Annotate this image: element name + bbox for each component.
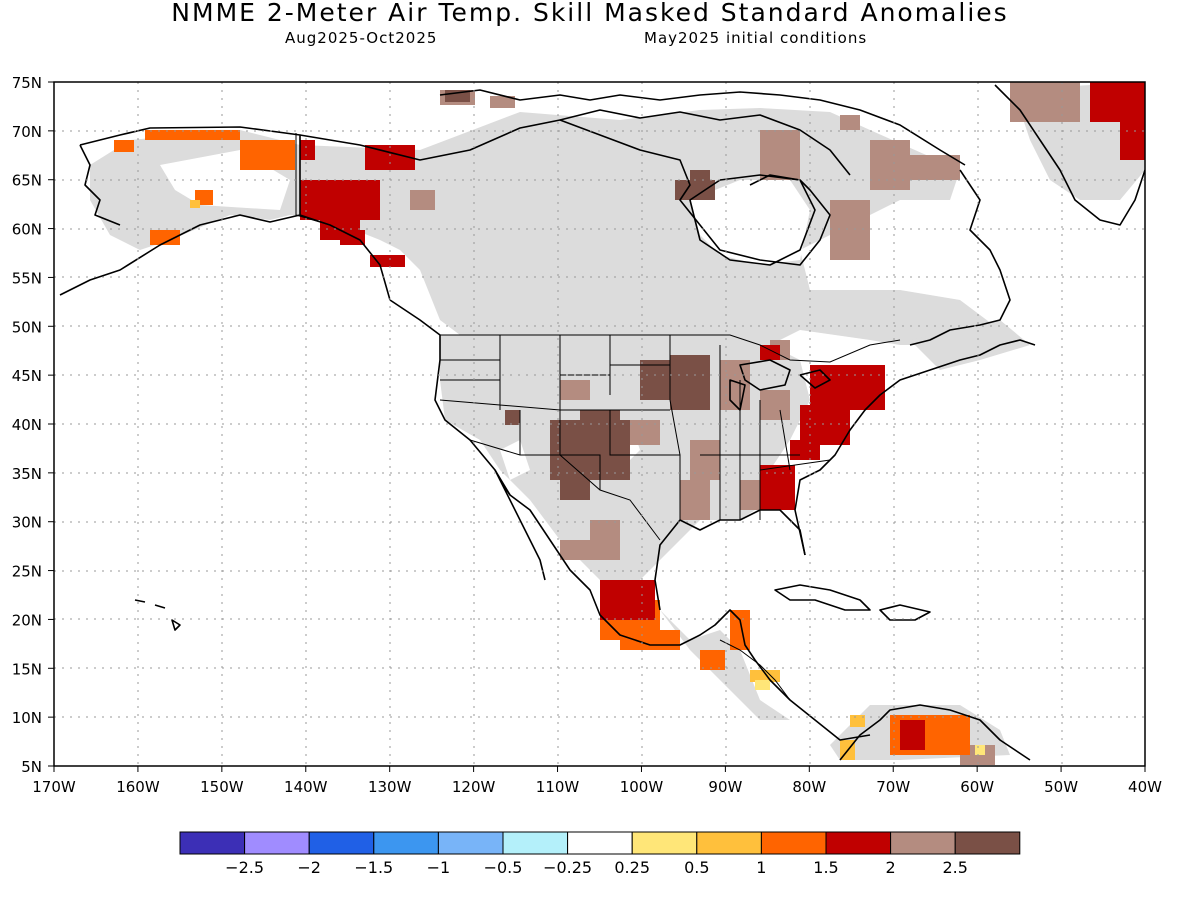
legend-label: −0.5	[484, 858, 523, 877]
lat-tick-label: 60N	[12, 221, 42, 239]
lon-tick-label: 150W	[200, 778, 244, 796]
grid-lines	[54, 82, 1145, 766]
baja	[494, 469, 546, 581]
gulf-coast	[654, 509, 806, 611]
legend-label: −1.5	[354, 858, 393, 877]
lat-tick-label: 35N	[12, 465, 42, 483]
legend-label: −0.25	[543, 858, 592, 877]
south-america	[839, 704, 1031, 761]
hawaii-islands	[134, 599, 181, 631]
hudson-bay	[689, 174, 816, 266]
lat-tick-label: 45N	[12, 367, 42, 385]
us-states	[439, 335, 831, 520]
legend-swatch	[437, 831, 504, 855]
hispaniola	[879, 604, 931, 621]
lat-tick-label: 20N	[12, 611, 42, 629]
political-boundaries	[295, 133, 901, 701]
legend-label: −2.5	[225, 858, 264, 877]
lon-tick-label: 60W	[960, 778, 994, 796]
forecast-period: Aug2025-Oct2025	[285, 29, 438, 47]
color-legend	[179, 831, 1021, 855]
lat-tick-label: 70N	[12, 123, 42, 141]
west-coast	[389, 299, 871, 741]
legend-label: 2	[886, 858, 896, 877]
brown-shading	[445, 90, 715, 500]
legend-label: 2.5	[942, 858, 967, 877]
legend-swatch	[760, 831, 827, 855]
lon-tick-label: 170W	[32, 778, 76, 796]
longitude-axis: 170W 160W 150W 140W 130W 120W 110W 100W 90W 80W 70…	[32, 766, 1162, 796]
legend-swatch	[631, 831, 698, 855]
greenland-coast	[994, 84, 1145, 226]
legend-label: −2	[297, 858, 321, 877]
lat-tick-label: 10N	[12, 709, 42, 727]
lat-tick-label: 25N	[12, 563, 42, 581]
lon-tick-label: 90W	[708, 778, 742, 796]
initial-conditions: May2025 initial conditions	[644, 29, 868, 47]
lon-tick-label: 100W	[620, 778, 664, 796]
legend-swatch	[502, 831, 569, 855]
legend-label: 1.5	[813, 858, 838, 877]
lat-tick-label: 15N	[12, 660, 42, 678]
arctic-islands	[439, 89, 966, 176]
legend-label: 0.5	[684, 858, 709, 877]
legend-swatch	[696, 831, 762, 855]
legend-label: −1	[427, 858, 451, 877]
alaska-canada-border	[295, 133, 361, 241]
coastlines	[59, 84, 1145, 761]
legend-label: 1	[756, 858, 766, 877]
legend-swatch	[825, 831, 892, 855]
lat-tick-label: 5N	[21, 758, 42, 776]
lon-tick-label: 160W	[116, 778, 160, 796]
labrador-coast	[909, 169, 1011, 346]
legend-swatch	[890, 831, 956, 855]
us-canada-border	[440, 334, 901, 363]
lat-tick-label: 40N	[12, 416, 42, 434]
lon-tick-label: 110W	[536, 778, 580, 796]
east-coast	[794, 339, 1036, 556]
legend-swatch	[373, 831, 439, 855]
north-coast	[299, 119, 831, 266]
lon-tick-label: 40W	[1128, 778, 1162, 796]
legend-swatch	[308, 831, 375, 855]
central-america-borders	[719, 639, 791, 701]
us-mexico-border	[469, 439, 661, 541]
map-title: NMME 2-Meter Air Temp. Skill Masked Stan…	[171, 0, 1009, 27]
cuba	[774, 584, 871, 611]
lon-tick-label: 130W	[368, 778, 412, 796]
legend-swatch	[244, 831, 310, 855]
lon-tick-label: 70W	[876, 778, 910, 796]
lat-tick-label: 30N	[12, 514, 42, 532]
lat-tick-label: 65N	[12, 172, 42, 190]
lon-tick-label: 120W	[452, 778, 496, 796]
legend-swatch	[567, 831, 633, 855]
lon-tick-label: 50W	[1044, 778, 1078, 796]
latitude-axis: 75N 70N 65N 60N 55N 50N 45N 40N 35N 30N 25N 20N 15N 1…	[12, 74, 54, 776]
legend-label: 0.25	[614, 858, 650, 877]
lat-tick-label: 55N	[12, 269, 42, 287]
legend-swatch	[179, 831, 246, 855]
shading-layer	[90, 82, 1145, 765]
lat-tick-label: 50N	[12, 318, 42, 336]
yellow-shading	[755, 680, 985, 755]
lon-tick-label: 140W	[284, 778, 328, 796]
lon-tick-label: 80W	[792, 778, 826, 796]
lat-tick-label: 75N	[12, 74, 42, 92]
legend-swatch	[954, 831, 1021, 855]
legend-labels: −2.5 −2 −1.5 −1 −0.5 −0.25 0.25 0.5 1 1.5 2 2.5	[225, 858, 968, 877]
